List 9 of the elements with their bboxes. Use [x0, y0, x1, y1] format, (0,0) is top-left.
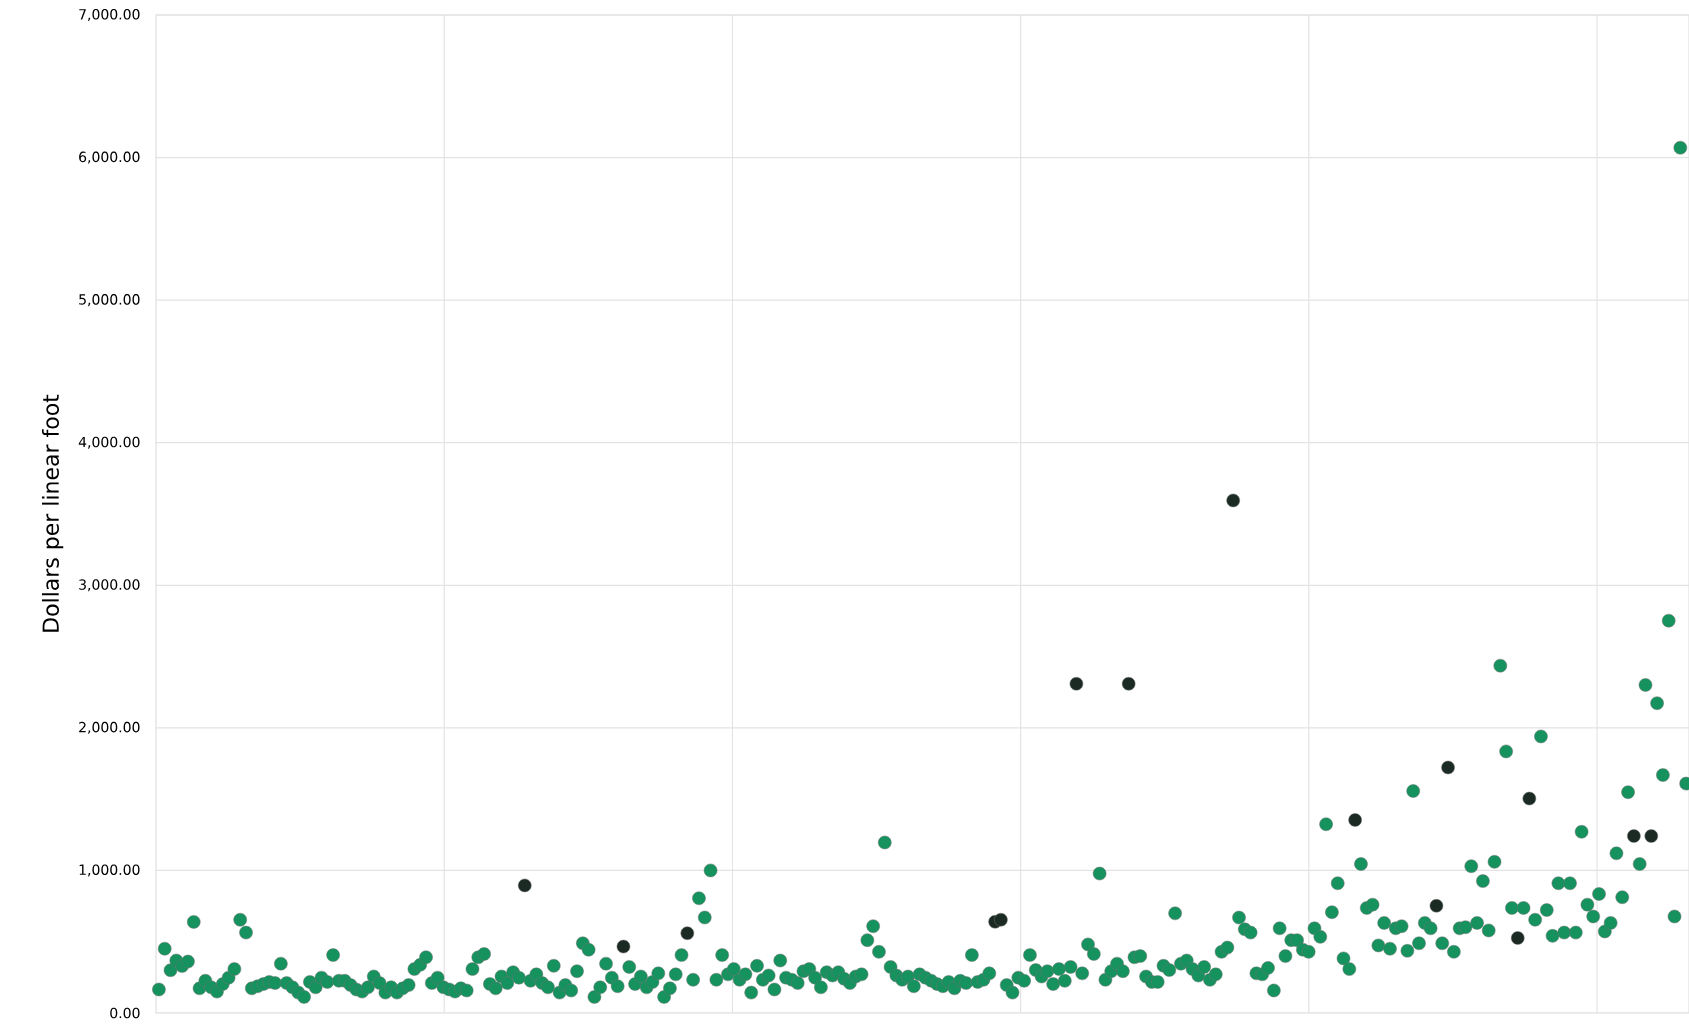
y-tick-label: 2,000.00	[79, 721, 140, 734]
y-axis-title: Dollars per linear foot	[41, 394, 64, 632]
y-tick-label: 6,000.00	[79, 151, 140, 164]
y-tick-label: 3,000.00	[79, 579, 140, 592]
y-tick-label: 7,000.00	[79, 8, 140, 22]
y-tick-label: 5,000.00	[79, 294, 140, 307]
y-tick-label: 0.00	[110, 1007, 140, 1019]
y-tick-label: 1,000.00	[79, 864, 140, 877]
y-tick-label: 4,000.00	[78, 436, 140, 449]
